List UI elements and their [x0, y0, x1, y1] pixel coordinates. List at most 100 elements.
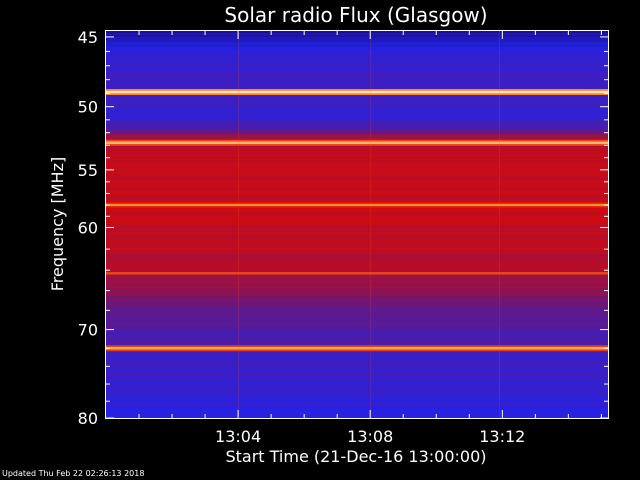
heatmap-row: [106, 200, 608, 204]
heatmap-row: [106, 336, 608, 339]
heatmap-row: [106, 174, 608, 178]
heatmap-row: [106, 326, 608, 329]
x-tick-label: 13:04: [215, 427, 261, 446]
heatmap-row: [106, 416, 608, 419]
heatmap-row: [106, 136, 608, 140]
heatmap-row: [106, 186, 608, 190]
heatmap-row: [106, 308, 608, 311]
heatmap-row: [106, 316, 608, 319]
heatmap-row: [106, 318, 608, 321]
heatmap-row: [106, 370, 608, 373]
heatmap-row: [106, 60, 608, 64]
heatmap-row: [106, 166, 608, 170]
heatmap-row: [106, 220, 608, 224]
heatmap-row: [106, 94, 608, 98]
heatmap-row: [106, 126, 608, 130]
heatmap-row: [106, 372, 608, 375]
heatmap-row: [106, 152, 608, 156]
heatmap-row: [106, 306, 608, 309]
heatmap-row: [106, 76, 608, 80]
heatmap-row: [106, 282, 608, 285]
heatmap-row: [106, 120, 608, 124]
heatmap-row: [106, 112, 608, 116]
heatmap-row: [106, 178, 608, 182]
heatmap-row: [106, 194, 608, 198]
heatmap-row: [106, 104, 608, 108]
heatmap-row: [106, 288, 608, 291]
heatmap-row: [106, 240, 608, 244]
heatmap-row: [106, 168, 608, 172]
chart-title: Solar radio Flux (Glasgow): [224, 3, 487, 27]
heatmap-row: [106, 366, 608, 369]
y-axis-label: Frequency [MHz]: [48, 157, 67, 291]
heatmap-row: [106, 50, 608, 54]
heatmap-row: [106, 198, 608, 202]
emission-band: [106, 203, 608, 207]
heatmap-row: [106, 128, 608, 132]
y-tick-label: 50: [78, 98, 98, 117]
heatmap-row: [106, 66, 608, 70]
heatmap-row: [106, 148, 608, 152]
heatmap-row: [106, 268, 608, 271]
heatmap-row: [106, 180, 608, 184]
emission-band: [106, 272, 608, 275]
heatmap-row: [106, 332, 608, 335]
heatmap-row: [106, 124, 608, 128]
heatmap-row: [106, 62, 608, 66]
heatmap-row: [106, 392, 608, 395]
heatmap-row: [106, 252, 608, 256]
heatmap-row: [106, 320, 608, 323]
heatmap-area: [106, 31, 608, 419]
heatmap-row: [106, 172, 608, 176]
heatmap-row: [106, 376, 608, 379]
heatmap-row: [106, 74, 608, 78]
heatmap-row: [106, 38, 608, 42]
heatmap-row: [106, 386, 608, 389]
heatmap-row: [106, 324, 608, 327]
heatmap-row: [106, 42, 608, 46]
heatmap-row: [106, 412, 608, 415]
heatmap-row: [106, 228, 608, 232]
heatmap-row: [106, 34, 608, 38]
heatmap-row: [106, 164, 608, 168]
heatmap-row: [106, 54, 608, 58]
heatmap-row: [106, 276, 608, 279]
heatmap-row: [106, 190, 608, 194]
heatmap-row: [106, 36, 608, 40]
emission-band: [106, 141, 608, 144]
heatmap-row: [106, 292, 608, 295]
heatmap-row: [106, 322, 608, 325]
heatmap-row: [106, 100, 608, 104]
heatmap-row: [106, 44, 608, 48]
heatmap-row: [106, 290, 608, 293]
heatmap-row: [106, 226, 608, 230]
heatmap-row: [106, 230, 608, 234]
heatmap-row: [106, 80, 608, 84]
x-tick-label: 13:08: [347, 427, 393, 446]
x-tick-label: 13:12: [479, 427, 525, 446]
heatmap-row: [106, 68, 608, 72]
heatmap-row: [106, 246, 608, 250]
heatmap-row: [106, 192, 608, 196]
heatmap-row: [106, 358, 608, 361]
heatmap-row: [106, 32, 608, 36]
heatmap-row: [106, 300, 608, 303]
heatmap-row: [106, 64, 608, 68]
heatmap-row: [106, 116, 608, 120]
y-tick-label: 55: [78, 161, 98, 180]
heatmap-row: [106, 222, 608, 226]
emission-band: [106, 90, 608, 94]
heatmap-row: [106, 184, 608, 188]
heatmap-row: [106, 110, 608, 114]
heatmap-row: [106, 208, 608, 212]
heatmap-row: [106, 278, 608, 281]
heatmap-row: [106, 294, 608, 297]
heatmap-row: [106, 264, 608, 267]
heatmap-row: [106, 244, 608, 248]
heatmap-row: [106, 210, 608, 214]
heatmap-row: [106, 162, 608, 166]
heatmap-row: [106, 406, 608, 409]
heatmap-row: [106, 304, 608, 307]
heatmap-row: [106, 158, 608, 162]
